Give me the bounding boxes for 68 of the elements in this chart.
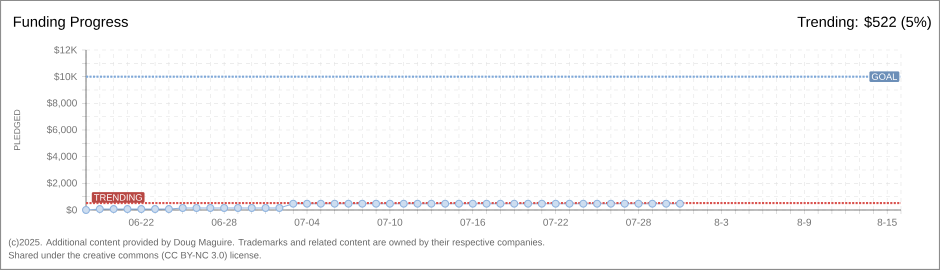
point (262, 204, 270, 212)
point (427, 200, 436, 208)
x-tick-label: 8-9 (798, 218, 812, 226)
text: Trending: $522 (5%) (798, 16, 931, 30)
point (441, 200, 450, 208)
point (662, 200, 670, 208)
x-tick-label: 07-04 (294, 218, 320, 226)
x-tick-label: 07-22 (543, 218, 568, 226)
point (538, 200, 546, 208)
point (468, 200, 477, 208)
point (386, 200, 394, 208)
ref-line-label: GOAL (872, 73, 898, 80)
x-tick-label: 07-10 (378, 218, 402, 226)
y-tick-label: $10K (54, 72, 78, 81)
y-tick-label: $12K (54, 46, 78, 54)
point (620, 200, 629, 208)
point (123, 205, 132, 214)
y-tick-label: $8,000 (46, 98, 77, 108)
point (676, 200, 684, 208)
point (648, 200, 656, 208)
point (344, 200, 352, 208)
point (220, 204, 228, 212)
point (524, 200, 532, 208)
point (137, 205, 146, 214)
point (178, 204, 187, 212)
point (496, 200, 504, 208)
chart-title: Funding Progress (14, 16, 128, 30)
y-axis-title: PLEDGED (14, 110, 20, 150)
point (151, 205, 160, 214)
y-tick-label: $6,000 (46, 126, 77, 134)
point (510, 200, 518, 208)
text: (c)2025. Additional content provided by Doug Maguire. Trademarks and related content are owned by their respective companies. (8, 238, 544, 248)
point (414, 200, 422, 208)
y-tick-label: $4,000 (46, 152, 77, 161)
point (552, 200, 560, 208)
y-tick-label: $0 (66, 206, 77, 214)
point (248, 204, 256, 212)
point (330, 200, 339, 208)
point (316, 200, 325, 208)
point (164, 205, 173, 214)
point (358, 200, 366, 208)
x-tick-label: 06-28 (212, 218, 236, 226)
point (482, 200, 491, 208)
point (400, 200, 408, 208)
x-tick-label: 8-3 (714, 218, 728, 226)
point (565, 200, 574, 208)
x-tick-label: 06-22 (128, 218, 154, 226)
point (303, 200, 312, 208)
ref-line-label: TRENDING (94, 194, 142, 201)
point (289, 200, 298, 208)
point (372, 200, 380, 208)
point (110, 205, 118, 214)
point (454, 200, 463, 208)
point (192, 204, 201, 212)
point (206, 204, 214, 212)
x-tick-label: 07-28 (626, 218, 651, 226)
point (96, 205, 104, 214)
point (579, 200, 588, 208)
point (234, 204, 242, 212)
text: Shared under the creative commons (CC BY-NC 3.0) license. (8, 252, 261, 260)
point (606, 200, 615, 208)
point (82, 206, 90, 214)
point (275, 204, 284, 212)
point (593, 200, 602, 208)
y-tick-label: $2,000 (46, 178, 77, 188)
x-tick-label: 07-16 (460, 218, 486, 226)
x-tick-label: 8-15 (878, 218, 897, 226)
point (634, 200, 643, 208)
